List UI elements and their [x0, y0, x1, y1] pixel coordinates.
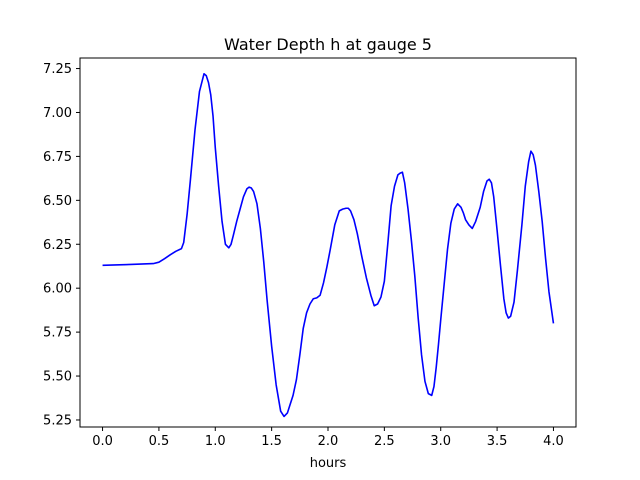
- y-tick-label: 6.25: [43, 238, 72, 253]
- y-tick-label: 7.00: [43, 106, 72, 121]
- x-tick-label: 3.5: [487, 434, 508, 449]
- y-tick-label: 5.75: [43, 326, 72, 341]
- x-tick-label: 1.0: [205, 434, 226, 449]
- x-tick-label: 2.5: [374, 434, 395, 449]
- x-axis: 0.0 0.5 1.0 1.5 2.0 2.5 3.0 3.5 4.0: [92, 427, 564, 449]
- y-tick-label: 6.50: [43, 194, 72, 209]
- y-tick-label: 5.25: [43, 413, 72, 428]
- x-tick-label: 3.0: [430, 434, 451, 449]
- chart-title: Water Depth h at gauge 5: [224, 35, 432, 54]
- series-line-0: [102, 73, 555, 418]
- y-tick-label: 6.00: [43, 282, 72, 297]
- x-tick-label: 0.5: [149, 434, 170, 449]
- x-tick-label: 4.0: [543, 434, 564, 449]
- x-tick-label: 1.5: [261, 434, 282, 449]
- x-tick-label: 0.0: [92, 434, 113, 449]
- y-tick-label: 6.75: [43, 150, 72, 165]
- y-axis: 5.25 5.50 5.75 6.00 6.25 6.50 6.75 7.00 7.25: [43, 62, 80, 428]
- x-tick-label: 2.0: [318, 434, 339, 449]
- x-axis-label: hours: [310, 456, 347, 471]
- y-tick-label: 5.50: [43, 370, 72, 385]
- y-tick-label: 7.25: [43, 62, 72, 77]
